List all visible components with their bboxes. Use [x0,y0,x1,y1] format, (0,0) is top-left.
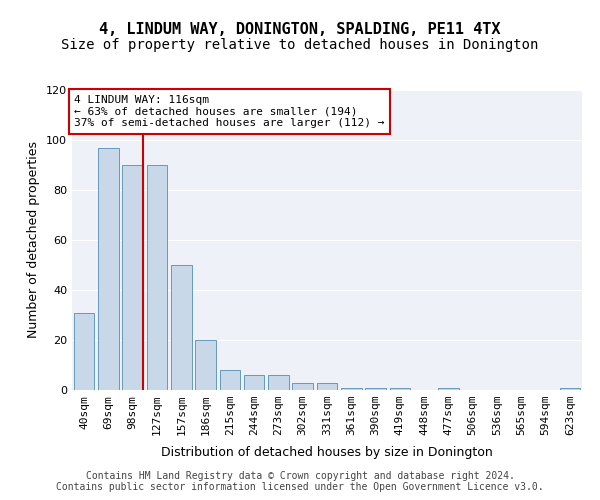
Bar [195,340,216,390]
Bar [74,312,94,390]
Text: Contains HM Land Registry data © Crown copyright and database right 2024.
Contai: Contains HM Land Registry data © Crown c… [56,471,544,492]
Bar [341,388,362,390]
X-axis label: Distribution of detached houses by size in Donington: Distribution of detached houses by size … [161,446,493,460]
Bar [220,370,240,390]
Y-axis label: Number of detached properties: Number of detached properties [28,142,40,338]
Bar [171,265,191,390]
Bar [438,388,459,390]
Text: Size of property relative to detached houses in Donington: Size of property relative to detached ho… [61,38,539,52]
Bar [317,382,337,390]
Bar [292,382,313,390]
Bar [98,148,119,390]
Bar [365,388,386,390]
Bar [560,388,580,390]
Bar [122,165,143,390]
Bar [389,388,410,390]
Text: 4, LINDUM WAY, DONINGTON, SPALDING, PE11 4TX: 4, LINDUM WAY, DONINGTON, SPALDING, PE11… [99,22,501,38]
Bar [146,165,167,390]
Bar [268,375,289,390]
Bar [244,375,265,390]
Text: 4 LINDUM WAY: 116sqm
← 63% of detached houses are smaller (194)
37% of semi-deta: 4 LINDUM WAY: 116sqm ← 63% of detached h… [74,95,385,128]
